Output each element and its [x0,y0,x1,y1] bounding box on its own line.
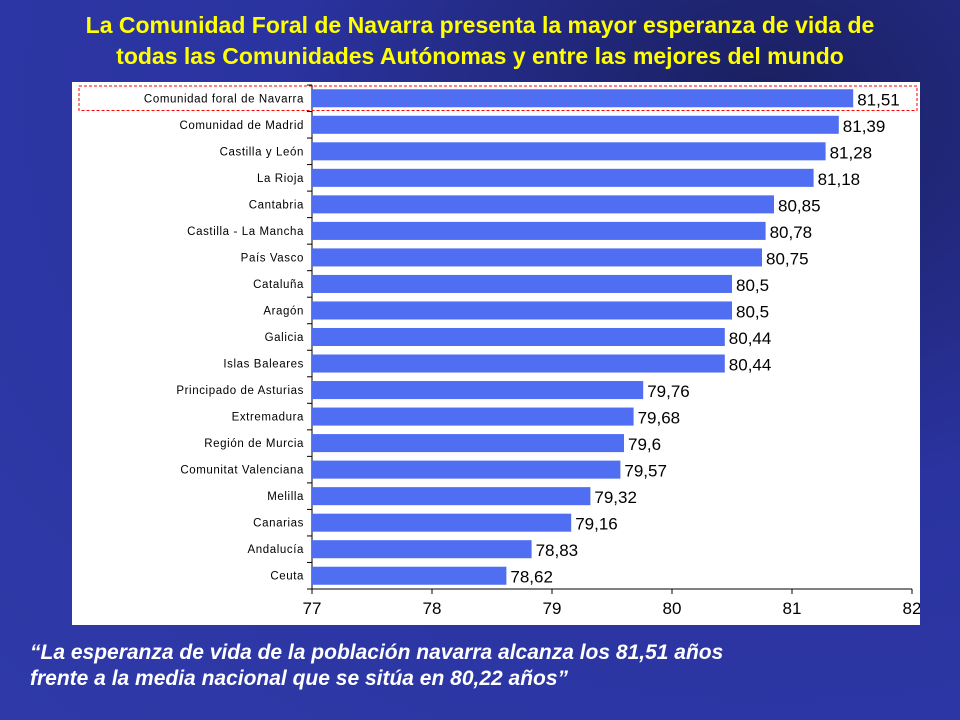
category-label: Galicia [265,332,304,344]
data-label: 80,5 [736,302,769,321]
data-label: 81,51 [857,90,900,109]
quote-line-2: frente a la media nacional que se sitúa … [30,667,569,690]
data-label: 79,68 [638,409,681,428]
category-label: Comunidad de Madrid [179,120,304,132]
slide-title: La Comunidad Foral de Navarra presenta l… [0,10,960,72]
slide-title-line-2: todas las Comunidades Autónomas y entre … [116,43,844,69]
x-tick-label: 80 [663,599,682,618]
data-label: 80,44 [729,329,772,348]
slide-title-line-1: La Comunidad Foral de Navarra presenta l… [85,12,875,38]
category-label: Ceuta [270,571,304,583]
data-label: 81,18 [818,170,861,189]
bar [312,301,732,320]
bar [312,434,624,453]
category-label: Aragón [263,305,304,317]
bar [312,460,621,479]
category-label: Islas Baleares [223,359,304,371]
bar [312,142,826,161]
highlight-box [78,85,918,112]
category-label: Comunitat Valenciana [180,465,304,477]
bar [312,248,762,267]
bar [312,221,766,240]
category-label: Extremadura [232,412,304,424]
bar [312,513,572,532]
category-label: Región de Murcia [204,438,304,450]
category-label: La Rioja [257,173,304,185]
bar [312,381,644,400]
data-label: 78,62 [510,568,553,587]
bar [312,407,634,426]
bar [312,540,532,559]
data-label: 81,39 [843,117,886,136]
bar [312,566,507,585]
x-tick-label: 82 [903,599,920,618]
bar [312,89,854,108]
bar-chart-panel: Comunidad foral de Navarra 81,51 Comunidad… [72,82,920,625]
bar [312,354,725,373]
data-label: 80,5 [736,276,769,295]
category-label: Castilla - La Mancha [187,226,304,238]
data-label: 79,76 [647,382,690,401]
data-label: 80,75 [766,249,809,268]
bar [312,487,591,506]
category-label: Castilla y León [220,146,304,158]
quote-text: “La esperanza de vida de la población na… [30,640,940,692]
data-label: 79,57 [624,462,667,481]
category-label: Comunidad foral de Navarra [144,93,304,105]
data-label: 80,85 [778,196,821,215]
data-label: 80,78 [770,223,813,242]
data-label: 81,28 [830,143,873,162]
category-label: Cantabria [249,199,304,211]
data-label: 79,16 [575,515,618,534]
x-tick-label: 79 [543,599,562,618]
category-label: Cataluña [253,279,304,291]
data-label: 80,44 [729,356,772,375]
category-label: Andalucía [247,544,304,556]
data-label: 78,83 [536,541,579,560]
data-label: 79,32 [594,488,637,507]
category-label: Canarias [253,518,304,530]
category-label: Melilla [267,491,304,503]
x-tick-label: 77 [303,599,322,618]
quote-line-1: “La esperanza de vida de la población na… [30,641,724,664]
data-label: 79,6 [628,435,661,454]
category-label: Principado de Asturias [176,385,304,397]
category-label: País Vasco [241,252,304,264]
bar [312,168,814,187]
bar [312,327,725,347]
x-tick-label: 81 [783,599,802,618]
bar [312,274,732,293]
bar [312,195,774,214]
x-tick-label: 78 [423,599,442,618]
bar-chart: Comunidad foral de Navarra 81,51 Comunidad… [78,84,920,618]
bar [312,115,839,134]
